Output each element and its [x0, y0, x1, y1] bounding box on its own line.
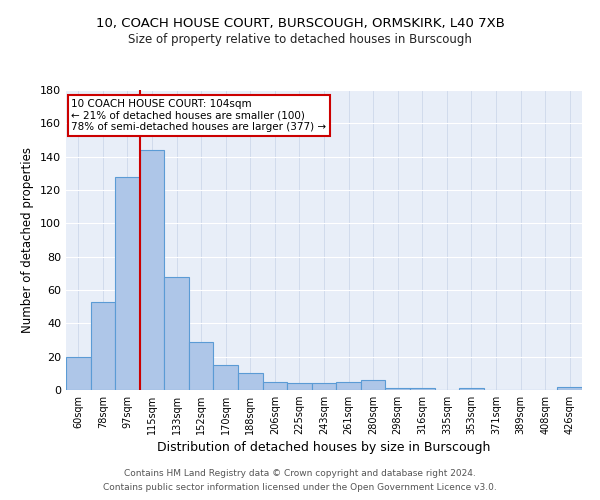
Bar: [238, 374, 263, 390]
Bar: [115, 176, 140, 390]
X-axis label: Distribution of detached houses by size in Burscough: Distribution of detached houses by size …: [157, 442, 491, 454]
Bar: [164, 276, 189, 390]
Bar: [66, 356, 91, 390]
Bar: [557, 386, 582, 390]
Bar: [287, 384, 312, 390]
Bar: [140, 150, 164, 390]
Y-axis label: Number of detached properties: Number of detached properties: [22, 147, 34, 333]
Bar: [189, 342, 214, 390]
Bar: [312, 384, 336, 390]
Bar: [410, 388, 434, 390]
Bar: [263, 382, 287, 390]
Bar: [91, 302, 115, 390]
Text: Contains public sector information licensed under the Open Government Licence v3: Contains public sector information licen…: [103, 484, 497, 492]
Bar: [459, 388, 484, 390]
Text: Size of property relative to detached houses in Burscough: Size of property relative to detached ho…: [128, 32, 472, 46]
Text: 10, COACH HOUSE COURT, BURSCOUGH, ORMSKIRK, L40 7XB: 10, COACH HOUSE COURT, BURSCOUGH, ORMSKI…: [95, 18, 505, 30]
Text: 10 COACH HOUSE COURT: 104sqm
← 21% of detached houses are smaller (100)
78% of s: 10 COACH HOUSE COURT: 104sqm ← 21% of de…: [71, 99, 326, 132]
Bar: [385, 388, 410, 390]
Bar: [214, 365, 238, 390]
Bar: [361, 380, 385, 390]
Text: Contains HM Land Registry data © Crown copyright and database right 2024.: Contains HM Land Registry data © Crown c…: [124, 468, 476, 477]
Bar: [336, 382, 361, 390]
